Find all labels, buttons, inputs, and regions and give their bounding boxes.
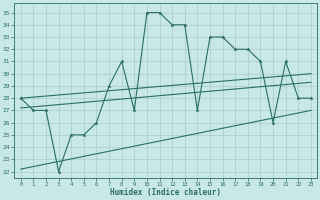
X-axis label: Humidex (Indice chaleur): Humidex (Indice chaleur) <box>110 188 221 197</box>
